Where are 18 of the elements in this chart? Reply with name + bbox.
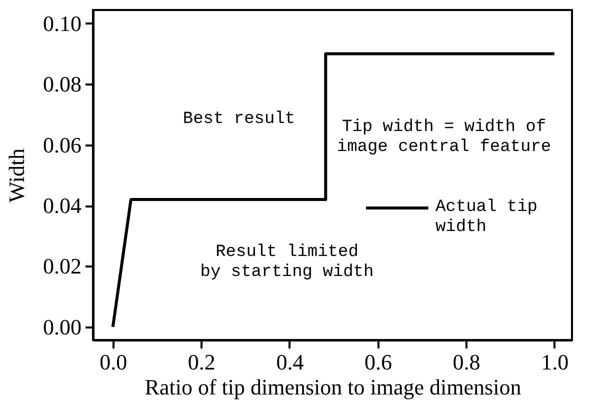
x-tick-label: 0.2 bbox=[188, 350, 216, 374]
x-axis-title: Ratio of tip dimension to image dimension bbox=[144, 374, 522, 400]
annotation: Tip width = width of image central feature bbox=[336, 118, 552, 157]
annotation: Result limited by starting width bbox=[200, 243, 374, 282]
x-tick-label: 0.0 bbox=[100, 350, 128, 374]
y-axis-title: Width bbox=[4, 148, 29, 203]
y-tick-label: 0.10 bbox=[43, 10, 82, 36]
x-tick-label: 1.0 bbox=[541, 350, 569, 374]
y-tick-label: 0.08 bbox=[43, 72, 82, 97]
legend-label: Actual tip width bbox=[435, 198, 538, 237]
y-tick-label: 0.04 bbox=[43, 193, 82, 218]
y-tick-label: 0.02 bbox=[43, 254, 82, 279]
y-tick-label: 0.00 bbox=[43, 314, 82, 340]
x-tick-label: 0.6 bbox=[364, 350, 392, 374]
annotation: Best result bbox=[182, 110, 296, 129]
y-tick-label: 0.06 bbox=[43, 132, 82, 158]
x-tick-label: 0.8 bbox=[452, 350, 480, 374]
x-tick-label: 0.4 bbox=[276, 350, 304, 374]
